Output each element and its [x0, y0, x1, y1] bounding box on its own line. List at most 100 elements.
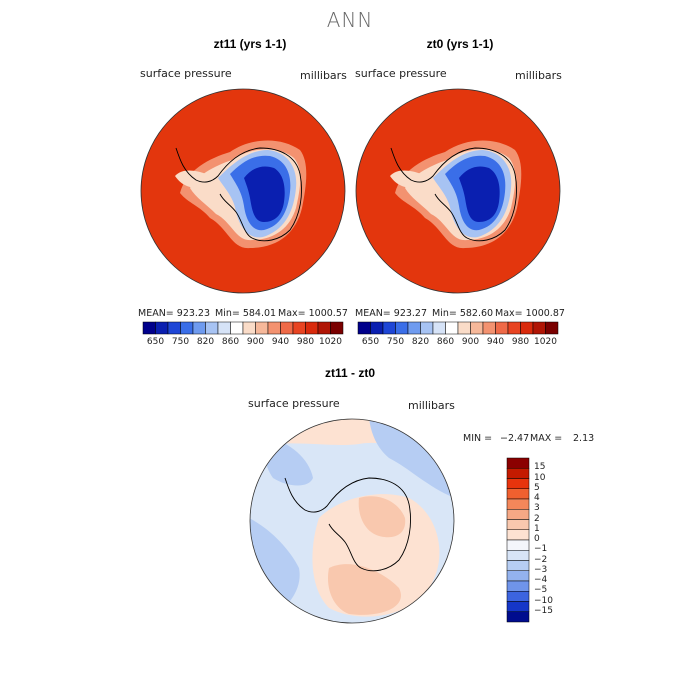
panel1-mean: MEAN= 923.23: [138, 308, 211, 319]
colorbar-panel1-tick-label: 820: [196, 337, 215, 347]
colorbar-panel2-swatch: [495, 321, 509, 335]
diff-min-value: −2.47: [500, 433, 530, 444]
colorbar-diff-swatch: [506, 478, 530, 489]
colorbar-panel2-swatch: [470, 321, 484, 335]
colorbar-diff-swatch: [506, 611, 530, 623]
colorbar-diff-tick-label: −4: [534, 575, 548, 585]
colorbar-panel1-swatch: [205, 321, 219, 335]
colorbar-diff-tick-label: −10: [534, 595, 553, 606]
colorbar-diff-tick-label: 3: [534, 503, 540, 514]
diff-panel-title: zt11 - zt0: [324, 366, 375, 380]
diff-min-label: MIN =: [463, 433, 493, 444]
colorbar-diff-swatch: [506, 591, 530, 602]
colorbar-panel2-swatch: [382, 321, 396, 335]
colorbar-diff-swatch: [506, 570, 530, 582]
colorbar-panel1-swatch: [242, 321, 256, 335]
colorbar-diff-swatch: [506, 560, 530, 571]
coastline: [390, 147, 517, 242]
colorbar-panel1-swatch: [305, 321, 319, 335]
diff-region-positive-center-strong: [358, 496, 406, 538]
colorbar-panel1-swatch: [255, 321, 269, 335]
colorbar-diff-swatch: [506, 539, 530, 551]
colorbar-panel2-tick-label: 650: [361, 337, 380, 347]
colorbar-diff-tick-label: 1: [534, 523, 540, 534]
colorbar-diff-tick-label: 2: [534, 513, 540, 524]
panel2-units-label: millibars: [515, 69, 562, 82]
diff-max-value: 2.13: [573, 433, 595, 444]
colorbar-diff-swatch: [506, 519, 530, 530]
colorbar-panel2-swatch: [457, 321, 471, 335]
colorbar-panel2-swatch: [445, 321, 459, 335]
panel1-max: Max= 1000.57: [278, 308, 348, 319]
colorbar-panel2: [357, 321, 559, 335]
colorbar-diff-tick-label: 5: [534, 482, 540, 493]
colorbar-panel2-swatch: [532, 321, 546, 335]
colorbar-diff-tick-label: 10: [534, 472, 546, 483]
panel1-title: zt11 (yrs 1-1): [213, 37, 287, 51]
colorbar-panel2-tick-label: 1020: [534, 337, 557, 347]
colorbar-diff-tick-label: −15: [534, 605, 553, 616]
colorbar-diff-swatch: [506, 498, 530, 510]
colorbar-diff-swatch: [506, 601, 530, 612]
peninsula-band: [390, 170, 426, 188]
colorbar-diff-tick-label: −3: [534, 564, 548, 575]
colorbar-diff-tick-label: −5: [534, 585, 548, 596]
colorbar-diff-swatch: [506, 509, 530, 520]
colorbar-panel2-swatch: [395, 321, 409, 335]
colorbar-panel1-swatch: [192, 321, 206, 335]
colorbar-panel1-swatch: [167, 321, 181, 335]
colorbar-diff-tick-label: −1: [534, 544, 548, 555]
colorbar-panel1-tick-label: 650: [146, 337, 165, 347]
colorbar-panel2-swatch: [432, 321, 446, 335]
contour-band-650: [459, 166, 500, 222]
colorbar-diff-tick-label: −2: [534, 554, 548, 565]
colorbar-panel1: [142, 321, 344, 335]
panel2-mean: MEAN= 923.27: [355, 308, 428, 319]
colorbar-panel2-tick-label: 900: [461, 337, 480, 347]
colorbar-diff-swatch: [506, 468, 530, 479]
colorbar-panel2-swatch: [370, 321, 384, 335]
diff-units-label: millibars: [408, 399, 455, 412]
colorbar-panel2-tick-label: 940: [486, 337, 505, 347]
colorbar-diff-swatch: [506, 457, 530, 469]
colorbar-panel1-tick-label: 860: [221, 337, 240, 347]
panel1-map: [140, 88, 346, 294]
colorbar-panel1-tick-label: 750: [171, 337, 190, 347]
contour-band-650: [244, 166, 285, 222]
colorbar-diff-tick-label: 0: [534, 534, 540, 544]
colorbar-panel2-swatch: [357, 321, 371, 335]
diff-variable-label: surface pressure: [248, 397, 340, 410]
panel2-min: Min= 582.60: [432, 308, 494, 319]
colorbar-panel1-swatch: [292, 321, 306, 335]
colorbar-diff: [506, 457, 530, 623]
colorbar-panel1-tick-label: 900: [246, 337, 265, 347]
colorbar-panel1-swatch: [330, 321, 344, 335]
colorbar-panel2-tick-label: 820: [411, 337, 430, 347]
colorbar-panel1-swatch: [317, 321, 331, 335]
colorbar-panel2-swatch: [420, 321, 434, 335]
panel1-variable-label: surface pressure: [140, 67, 232, 80]
colorbar-panel2-swatch: [520, 321, 534, 335]
colorbar-panel1-swatch: [230, 321, 244, 335]
panel2-map: [355, 88, 561, 294]
colorbar-diff-swatch: [506, 580, 530, 592]
colorbar-diff-tick-label: 4: [534, 493, 540, 503]
coastline: [284, 477, 411, 572]
colorbar-diff-swatch: [506, 488, 530, 500]
colorbar-panel1-swatch: [142, 321, 156, 335]
colorbar-panel1-swatch: [280, 321, 294, 335]
panel1-units-label: millibars: [300, 69, 347, 82]
panel2-title: zt0 (yrs 1-1): [426, 37, 494, 51]
colorbar-panel1-swatch: [155, 321, 169, 335]
colorbar-panel2-tick-label: 980: [511, 337, 530, 347]
diff-map: [249, 418, 455, 624]
colorbar-panel2-swatch: [482, 321, 496, 335]
peninsula-band: [175, 170, 211, 188]
colorbar-diff-tick-label: 15: [534, 462, 546, 473]
colorbar-panel1-tick-label: 1020: [319, 337, 342, 347]
colorbar-diff-swatch: [506, 550, 530, 561]
colorbar-panel1-tick-label: 980: [296, 337, 315, 347]
colorbar-panel2-swatch: [407, 321, 421, 335]
colorbar-panel2-swatch: [507, 321, 521, 335]
